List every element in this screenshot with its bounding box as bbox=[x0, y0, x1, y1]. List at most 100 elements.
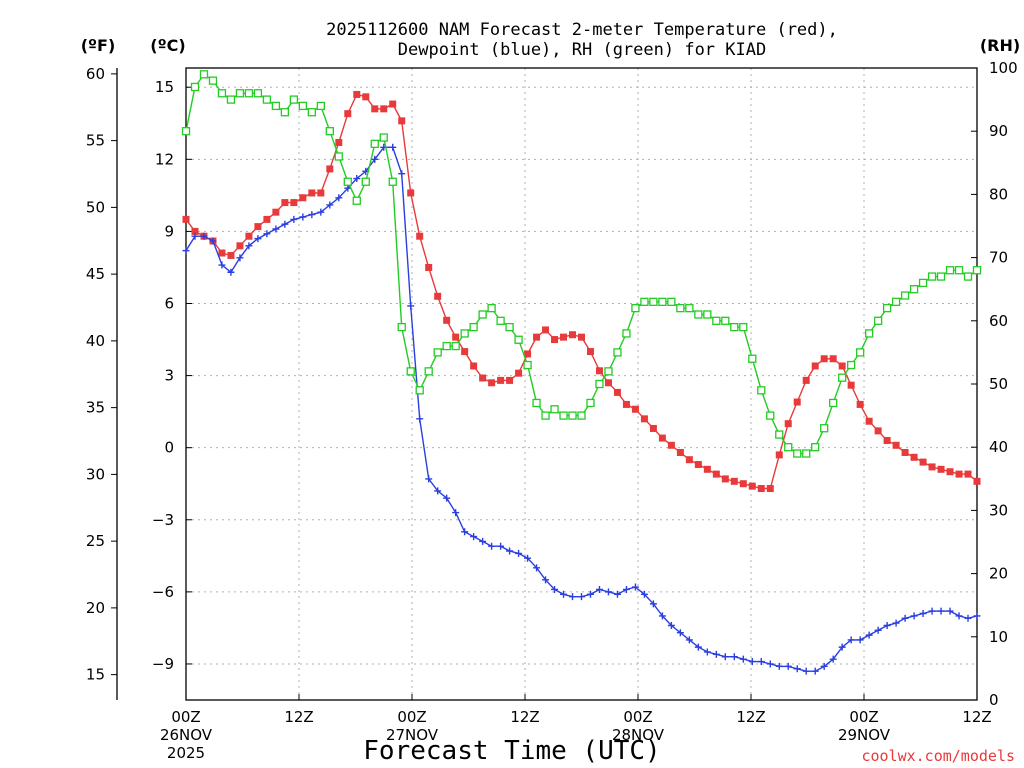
rh-point bbox=[415, 386, 424, 395]
2-meter-temperature-point bbox=[973, 477, 981, 485]
rh-point bbox=[550, 405, 559, 414]
rh-point bbox=[631, 304, 640, 313]
rh-tick-label: 0 bbox=[989, 691, 999, 709]
dewpoint-point bbox=[622, 585, 630, 593]
grid-lines bbox=[186, 68, 977, 700]
rh-point bbox=[891, 297, 901, 306]
dewpoint-point bbox=[838, 643, 846, 651]
dewpoint-point bbox=[847, 636, 855, 644]
2-meter-temperature-point bbox=[191, 227, 199, 235]
rh-point bbox=[541, 411, 550, 420]
dewpoint-point bbox=[452, 509, 460, 517]
x-axis-label: Forecast Time (UTC) bbox=[363, 736, 660, 766]
rh-point bbox=[775, 430, 784, 439]
rh-point bbox=[757, 386, 766, 395]
fahrenheit-tick-label: 40 bbox=[86, 332, 105, 350]
dewpoint-point bbox=[955, 612, 963, 620]
2-meter-temperature-point bbox=[631, 405, 639, 413]
2-meter-temperature-point bbox=[335, 138, 343, 146]
rh-tick-label: 90 bbox=[989, 122, 1008, 140]
fahrenheit-tick-label: 60 bbox=[86, 65, 105, 83]
rh-unit-label: (RH) bbox=[980, 36, 1020, 55]
2-meter-temperature-point bbox=[793, 398, 801, 406]
rh-point bbox=[244, 89, 254, 98]
2-meter-temperature-point bbox=[739, 480, 747, 488]
dewpoint-point bbox=[604, 588, 612, 596]
2-meter-temperature-point bbox=[748, 482, 756, 490]
rh-point bbox=[532, 398, 541, 408]
x-tick-label: 12Z bbox=[284, 708, 313, 726]
rh-series bbox=[181, 70, 982, 458]
2-meter-temperature-point bbox=[254, 223, 262, 231]
dewpoint-point bbox=[434, 487, 442, 495]
dewpoint-point bbox=[416, 415, 424, 423]
x-tick-label: 00Z bbox=[623, 708, 652, 726]
rh-point bbox=[793, 449, 802, 458]
2-meter-temperature-point bbox=[443, 316, 451, 324]
dewpoint-point bbox=[730, 653, 738, 661]
rh-point bbox=[352, 196, 361, 205]
2-meter-temperature-point bbox=[595, 367, 603, 375]
2-meter-temperature-point bbox=[802, 376, 810, 384]
2-meter-temperature-point bbox=[757, 485, 765, 493]
rh-point bbox=[927, 272, 937, 281]
dewpoint-point bbox=[569, 593, 577, 601]
2-meter-temperature-point bbox=[640, 415, 648, 423]
2-meter-temperature-point bbox=[586, 348, 594, 356]
2-meter-temperature-point bbox=[883, 436, 891, 444]
2-meter-temperature-point bbox=[425, 263, 433, 271]
dewpoint-point bbox=[928, 607, 936, 615]
rh-point bbox=[307, 108, 316, 117]
2-meter-temperature-point bbox=[721, 475, 729, 483]
dewpoint-point bbox=[191, 232, 199, 240]
rh-point bbox=[712, 316, 721, 325]
2-meter-temperature-point bbox=[622, 400, 630, 408]
x-tick-label: 00Z bbox=[171, 708, 200, 726]
celsius-tick-label: 0 bbox=[164, 439, 174, 457]
rh-point bbox=[972, 266, 982, 275]
rh-point bbox=[963, 272, 973, 281]
rh-point bbox=[613, 348, 622, 357]
celsius-tick-label: −3 bbox=[152, 511, 174, 529]
dewpoint-point bbox=[757, 658, 765, 666]
rh-point bbox=[820, 424, 829, 433]
dewpoint-point bbox=[595, 585, 603, 593]
rh-point bbox=[694, 310, 703, 319]
dewpoint-point bbox=[775, 662, 783, 670]
rh-point bbox=[442, 341, 451, 351]
rh-point bbox=[864, 329, 874, 338]
rh-point bbox=[406, 367, 415, 376]
rh-point bbox=[766, 411, 775, 420]
2-meter-temperature-point bbox=[703, 465, 711, 473]
rh-point bbox=[909, 285, 919, 294]
2-meter-temperature-point bbox=[712, 470, 720, 478]
x-tick-label: 12Z bbox=[962, 708, 991, 726]
2-meter-temperature-point bbox=[649, 424, 657, 432]
dewpoint-point bbox=[658, 612, 666, 620]
2-meter-temperature-point bbox=[353, 90, 361, 98]
2-meter-temperature-series bbox=[182, 90, 981, 493]
fahrenheit-tick-label: 45 bbox=[86, 265, 105, 283]
dewpoint-point bbox=[227, 268, 235, 276]
dewpoint-point bbox=[874, 626, 882, 634]
dewpoint-point bbox=[497, 542, 505, 550]
dewpoint-point bbox=[254, 235, 262, 243]
rh-point bbox=[523, 360, 532, 370]
rh-point bbox=[496, 316, 505, 325]
rh-point bbox=[505, 322, 514, 332]
rh-point bbox=[667, 297, 676, 306]
x-tick-label: 2025 bbox=[167, 744, 205, 762]
2-meter-temperature-point bbox=[236, 242, 244, 250]
rh-point bbox=[649, 297, 658, 306]
dewpoint-point bbox=[353, 175, 361, 183]
dewpoint-point bbox=[389, 143, 397, 151]
2-meter-temperature-point bbox=[416, 232, 424, 240]
2-meter-temperature-point bbox=[775, 451, 783, 459]
2-meter-temperature-point bbox=[299, 194, 307, 202]
rh-point bbox=[226, 95, 236, 104]
rh-point bbox=[918, 278, 928, 288]
dewpoint-point bbox=[964, 614, 972, 622]
2-meter-temperature-point bbox=[766, 485, 774, 493]
dewpoint-point bbox=[335, 194, 343, 202]
rh-tick-label: 100 bbox=[989, 59, 1018, 77]
